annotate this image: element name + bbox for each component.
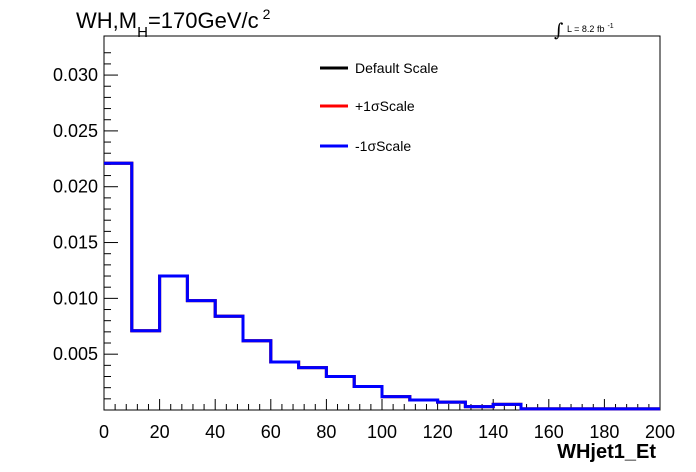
plot-frame: [103, 35, 661, 411]
chart-title: WH,MH=170GeV/c 2: [76, 6, 271, 41]
series-line: [104, 161, 660, 411]
y-tick-label: 0.005: [53, 344, 98, 364]
x-tick-label: 180: [589, 422, 619, 442]
x-tick-label: 140: [478, 422, 508, 442]
x-axis-label: WHjet1_Et: [557, 441, 656, 463]
x-tick-label: 100: [367, 422, 397, 442]
y-tick-label: 0.020: [53, 177, 98, 197]
x-tick-label: 120: [423, 422, 453, 442]
x-axis-ticks: 0 20 40 60 80 100 120 140 160 180 200: [99, 399, 675, 442]
x-tick-label: 80: [316, 422, 336, 442]
x-tick-label: 160: [534, 422, 564, 442]
y-tick-label: 0.010: [53, 288, 98, 308]
series-lines: [104, 161, 660, 411]
x-tick-label: 40: [205, 422, 225, 442]
x-tick-label: 200: [645, 422, 675, 442]
legend-label: +1σScale: [355, 98, 415, 114]
luminosity-label: L = 8.2 fb -1: [567, 23, 614, 34]
x-tick-label: 20: [150, 422, 170, 442]
y-tick-label: 0.025: [53, 121, 98, 141]
legend-label: Default Scale: [355, 60, 438, 76]
y-tick-label: 0.015: [53, 233, 98, 253]
legend-label: -1σScale: [355, 138, 411, 154]
y-axis-ticks: 0.005 0.010 0.015 0.020 0.025 0.030: [53, 52, 118, 411]
x-tick-label: 60: [261, 422, 281, 442]
integral-symbol: ∫: [554, 20, 564, 41]
x-tick-label: 0: [99, 422, 109, 442]
y-tick-label: 0.030: [53, 65, 98, 85]
legend: Default Scale +1σScale -1σScale: [320, 60, 438, 154]
